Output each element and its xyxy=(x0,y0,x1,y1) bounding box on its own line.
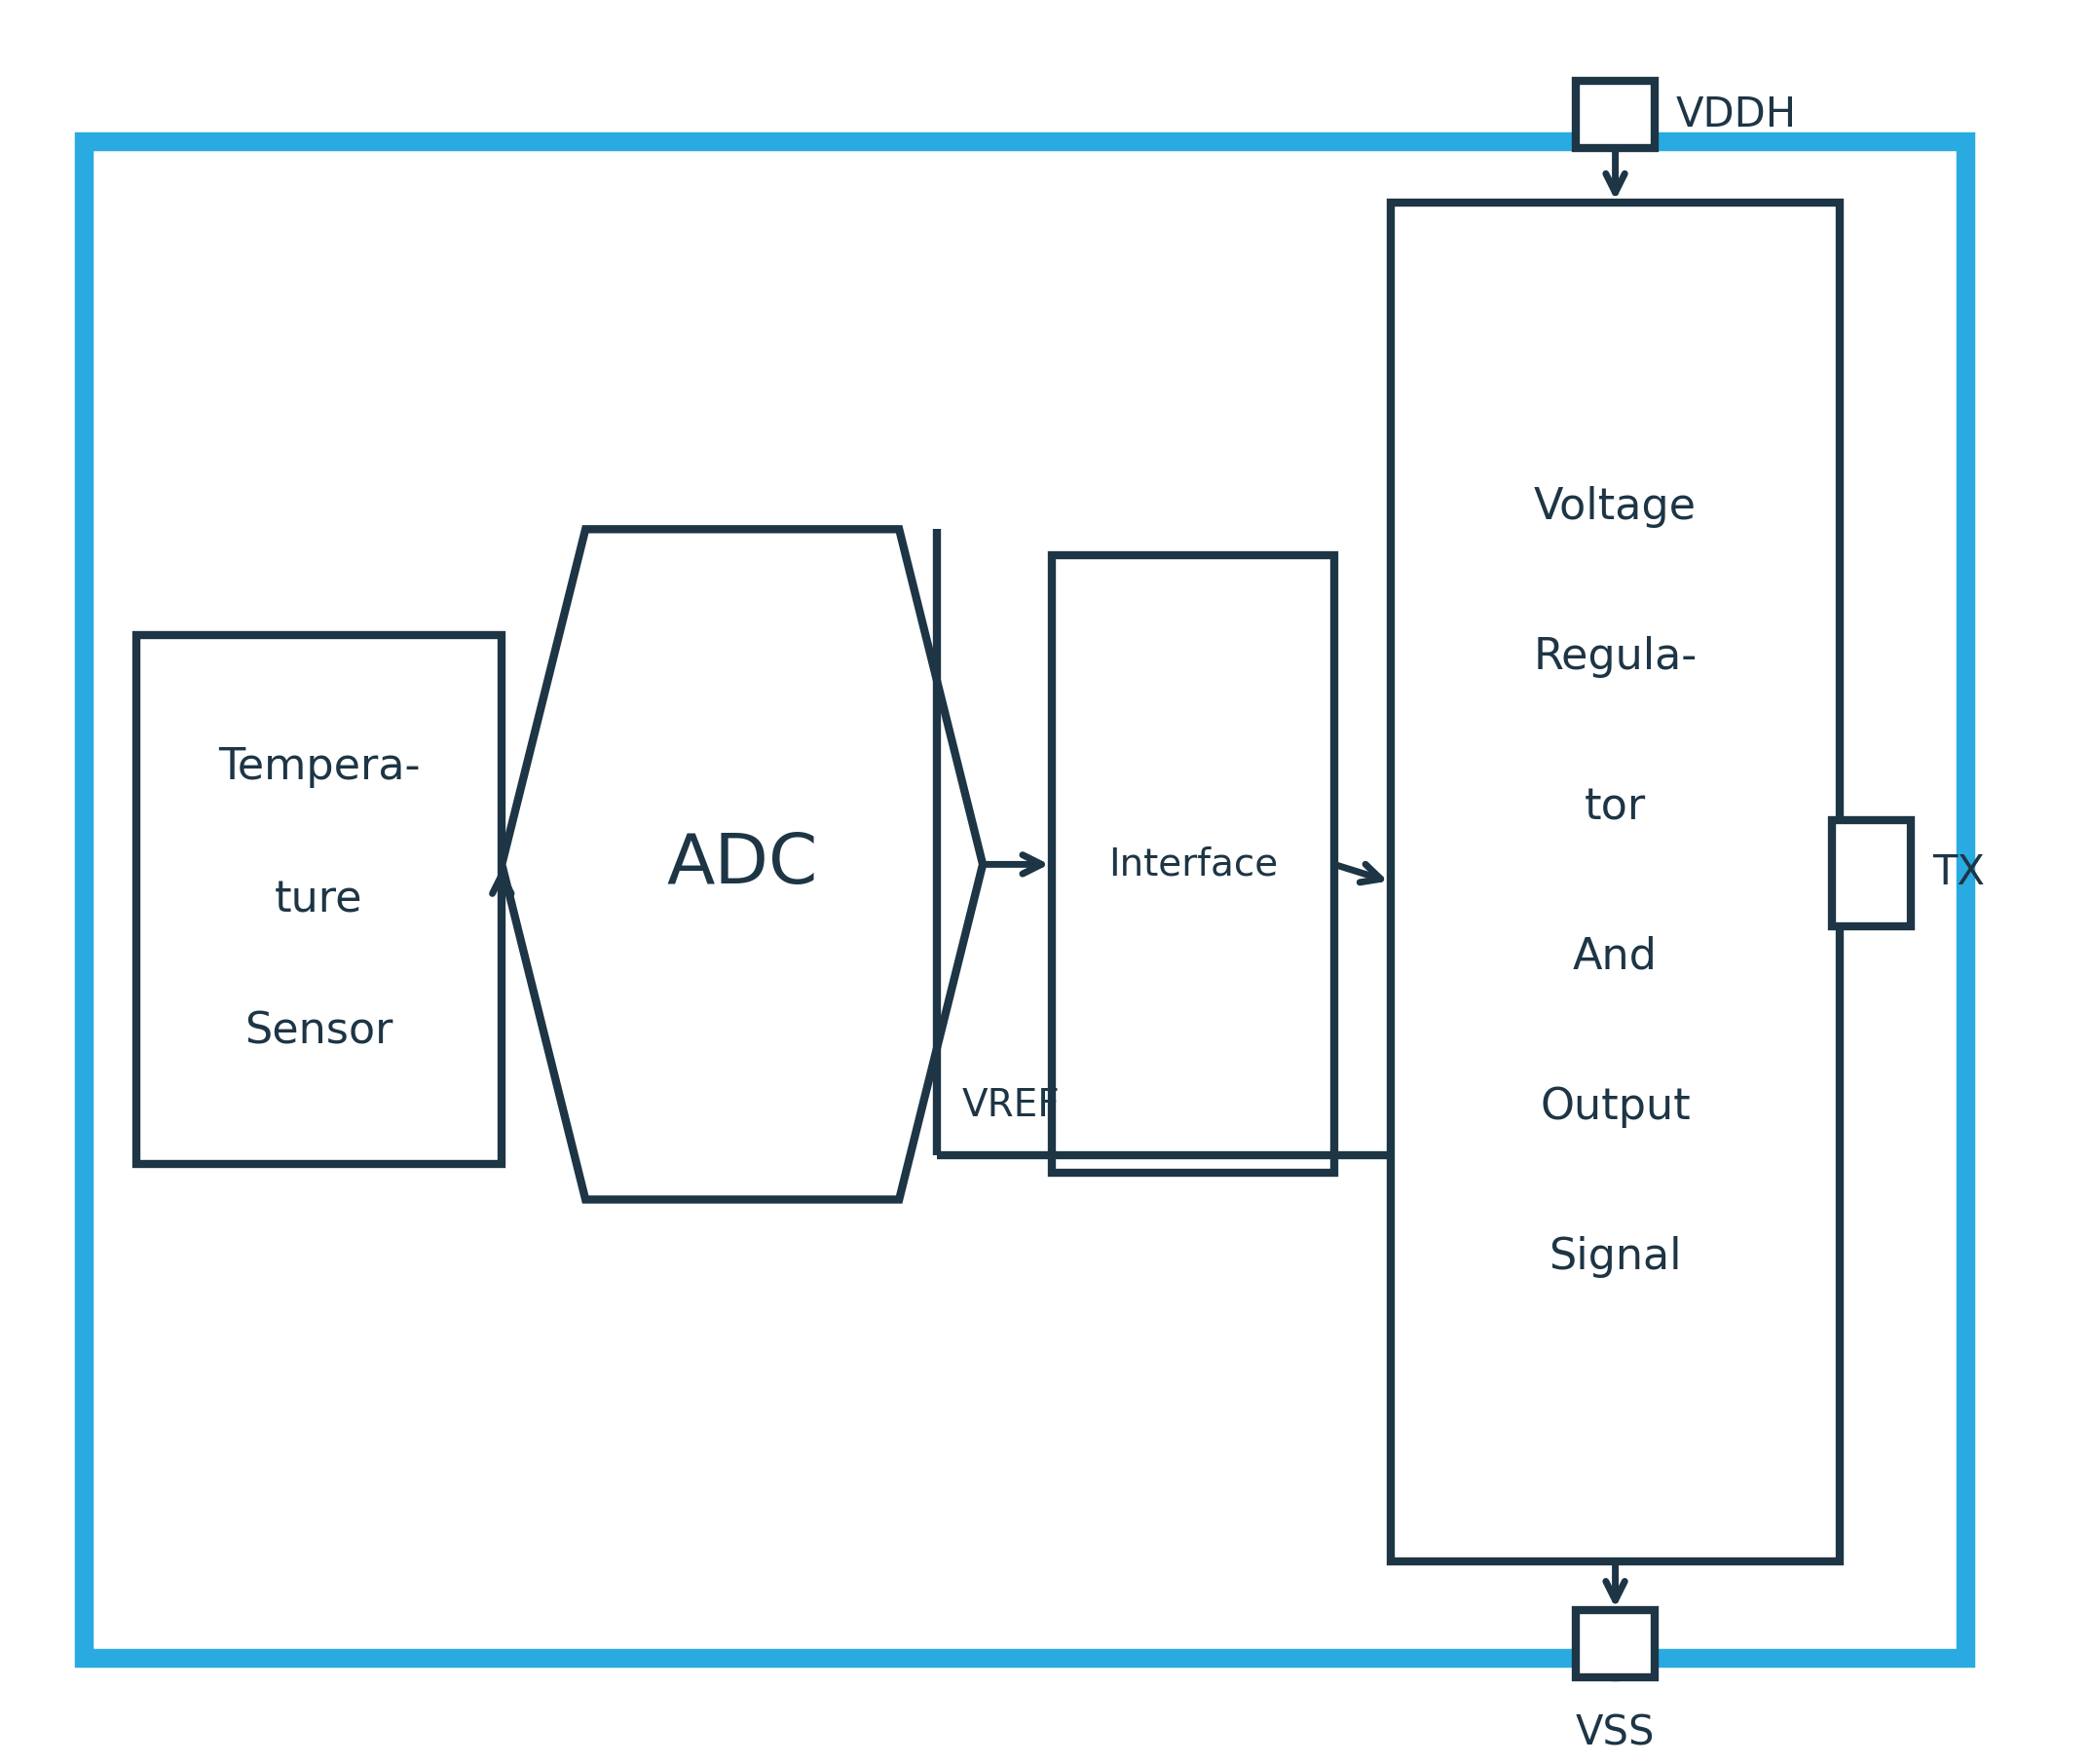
Polygon shape xyxy=(502,529,983,1200)
Text: Voltage: Voltage xyxy=(1535,487,1696,527)
Text: VDDH: VDDH xyxy=(1677,93,1796,136)
Text: VREF: VREF xyxy=(962,1087,1060,1124)
Text: Regula-: Regula- xyxy=(1533,637,1698,677)
Text: Sensor: Sensor xyxy=(245,1011,393,1053)
Text: ADC: ADC xyxy=(667,831,818,898)
Bar xyxy=(84,141,1966,1658)
Text: ture: ture xyxy=(274,878,364,921)
Text: TX: TX xyxy=(1932,852,1984,894)
Bar xyxy=(1832,820,1911,926)
Text: VSS: VSS xyxy=(1577,1713,1654,1753)
Text: tor: tor xyxy=(1585,787,1646,827)
Bar xyxy=(136,635,502,1164)
Text: Tempera-: Tempera- xyxy=(217,746,420,789)
Bar xyxy=(1577,1611,1656,1678)
Text: Signal: Signal xyxy=(1549,1237,1681,1277)
Text: And: And xyxy=(1572,937,1658,977)
Text: Output: Output xyxy=(1539,1087,1692,1127)
Bar xyxy=(1577,81,1656,148)
Text: Interface: Interface xyxy=(1108,847,1278,882)
Bar xyxy=(1052,556,1334,1173)
Bar xyxy=(1391,203,1840,1561)
